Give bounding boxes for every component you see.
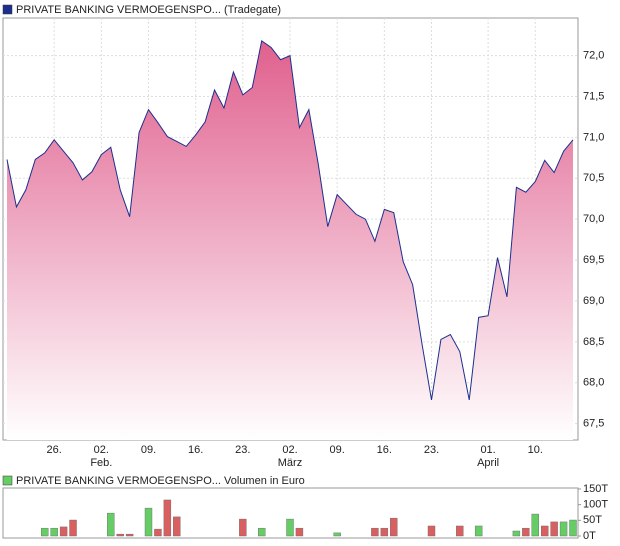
price-chart: 67,5 68,0 68,5 69,0 69,5 70,0 70,5 71,0 71,5 72,0… xyxy=(3,18,604,469)
y-tick-label: 68,5 xyxy=(583,336,604,348)
volume-bar xyxy=(125,533,134,537)
volume-bar xyxy=(427,525,436,537)
plot-frame xyxy=(2,487,579,539)
volume-bar xyxy=(69,519,77,537)
volume-bar xyxy=(559,521,568,537)
volume-bar xyxy=(569,519,577,537)
x-tick-label: 02. xyxy=(282,444,297,456)
x-tick-label: 26. xyxy=(47,444,62,456)
area-fill xyxy=(7,40,573,440)
y-tick-label: 150T xyxy=(583,483,608,495)
x-tick-label: 23. xyxy=(424,444,439,456)
volume-bar xyxy=(50,527,58,537)
x-month-label: April xyxy=(477,457,499,469)
y-tick-label: 72,0 xyxy=(583,50,604,62)
x-tick-label: 16. xyxy=(188,444,203,456)
x-tick-label: 09. xyxy=(330,444,345,456)
x-tick-label: 10. xyxy=(528,444,543,456)
volume-bar xyxy=(474,525,483,537)
x-tick-label: 09. xyxy=(141,444,156,456)
y-tick-label: 100T xyxy=(583,499,608,511)
y-tick-label: 71,0 xyxy=(583,131,604,143)
y-tick-label: 71,5 xyxy=(583,90,604,102)
volume-bar xyxy=(59,526,68,537)
volume-bar xyxy=(286,518,294,537)
x-tick-label: 02. xyxy=(94,444,109,456)
y-tick-label: 69,0 xyxy=(583,295,604,307)
volume-bar xyxy=(390,517,398,537)
volume-bar xyxy=(456,525,464,537)
volume-bar xyxy=(550,521,558,537)
legend-swatch xyxy=(2,4,13,15)
volume-bar xyxy=(116,533,124,537)
volume-bar xyxy=(333,532,341,537)
volume-bar xyxy=(541,525,549,537)
x-month-label: Feb. xyxy=(90,457,112,469)
volume-bar xyxy=(512,530,521,537)
y-tick-label: 50T xyxy=(583,514,602,526)
y-tick-label: 67,5 xyxy=(583,418,604,430)
volume-bar xyxy=(522,527,530,537)
y-tick-label: 0T xyxy=(583,530,596,542)
volume-bar xyxy=(371,527,379,537)
volume-bar xyxy=(239,518,247,537)
volume-chart: 0T 50T 100T 150T xyxy=(41,483,608,542)
volume-bar xyxy=(295,527,304,537)
legend-swatch xyxy=(2,475,13,486)
x-tick-label: 16. xyxy=(377,444,392,456)
price-line xyxy=(6,40,574,401)
volume-bar xyxy=(531,513,539,537)
x-month-label: März xyxy=(278,457,302,469)
volume-bar xyxy=(258,527,266,537)
volume-bar xyxy=(163,499,172,537)
legend-label: PRIVATE BANKING VERMOEGENSPO... (Tradega… xyxy=(16,4,281,16)
y-tick-label: 69,5 xyxy=(583,254,604,266)
x-tick-label: 23. xyxy=(235,444,250,456)
legend-label: PRIVATE BANKING VERMOEGENSPO... Volumen … xyxy=(16,475,305,487)
volume-bar xyxy=(41,527,49,537)
volume-bar xyxy=(380,527,389,537)
volume-bar xyxy=(107,512,115,537)
y-tick-label: 70,5 xyxy=(583,172,604,184)
volume-bar xyxy=(154,528,162,537)
volume-bar xyxy=(144,507,153,537)
volume-bar xyxy=(173,516,181,537)
y-tick-label: 68,0 xyxy=(583,377,604,389)
x-tick-label: 01. xyxy=(480,444,495,456)
y-tick-label: 70,0 xyxy=(583,213,604,225)
